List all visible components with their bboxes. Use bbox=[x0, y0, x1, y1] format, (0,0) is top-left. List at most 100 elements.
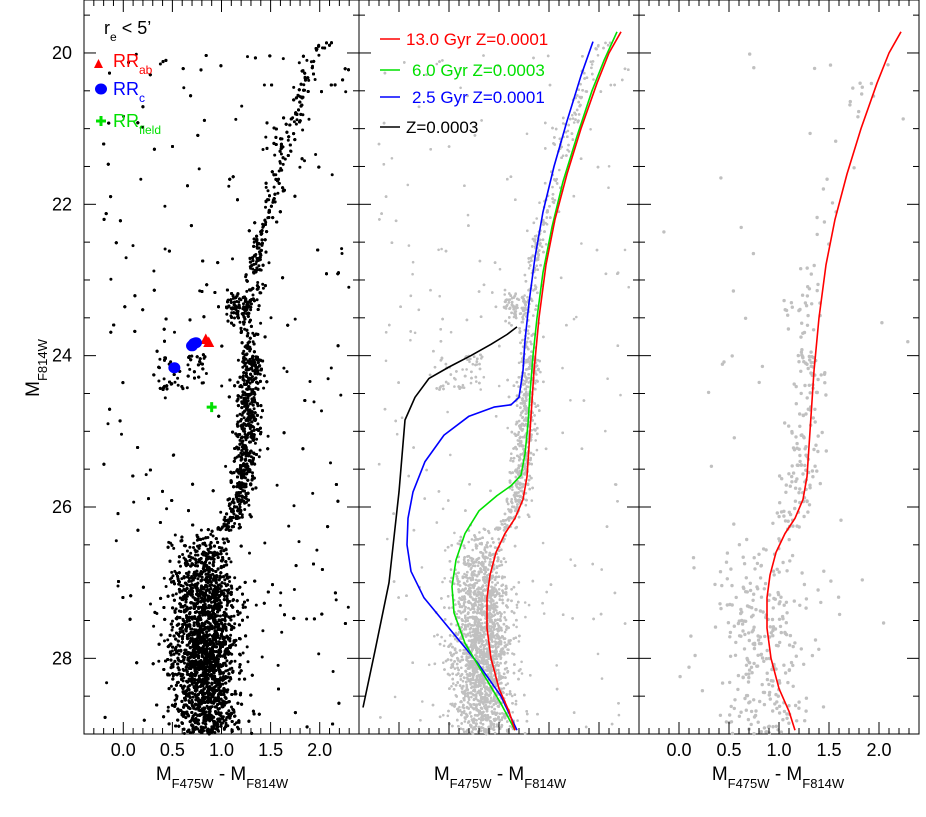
star-point bbox=[199, 528, 203, 532]
star-point bbox=[225, 659, 229, 663]
star-point bbox=[186, 363, 190, 367]
star-point bbox=[237, 522, 241, 526]
star-point bbox=[171, 574, 175, 578]
star-point bbox=[231, 257, 234, 261]
star-point bbox=[241, 393, 245, 397]
star-point bbox=[171, 619, 174, 623]
star-point bbox=[207, 689, 211, 693]
star-point bbox=[196, 577, 200, 581]
panel-middle-frame bbox=[358, 0, 640, 735]
star-point bbox=[297, 540, 301, 544]
star-point bbox=[242, 416, 246, 420]
star-point bbox=[120, 432, 123, 436]
star-point bbox=[219, 549, 223, 553]
star-point bbox=[228, 599, 232, 603]
star-point bbox=[214, 580, 218, 584]
star-point bbox=[307, 78, 311, 82]
star-point bbox=[166, 638, 170, 642]
star-point bbox=[305, 617, 309, 621]
star-point bbox=[251, 293, 255, 297]
star-point bbox=[259, 321, 263, 325]
star-point bbox=[158, 357, 162, 361]
star-point bbox=[131, 244, 135, 248]
star-point bbox=[116, 584, 120, 588]
star-point bbox=[298, 165, 302, 169]
star-point bbox=[248, 402, 252, 406]
star-point bbox=[243, 605, 247, 609]
star-point bbox=[234, 117, 238, 121]
star-point bbox=[241, 603, 245, 607]
star-point bbox=[261, 282, 265, 286]
star-point bbox=[261, 222, 265, 226]
star-point bbox=[170, 576, 174, 580]
star-point bbox=[233, 622, 237, 626]
star-point bbox=[262, 83, 266, 87]
star-point bbox=[223, 588, 227, 592]
star-point bbox=[223, 515, 227, 519]
star-point bbox=[330, 173, 334, 177]
star-point bbox=[122, 114, 125, 118]
star-point bbox=[144, 473, 148, 477]
star-point bbox=[279, 591, 283, 595]
star-point bbox=[254, 603, 258, 607]
star-point bbox=[223, 578, 227, 582]
star-point bbox=[228, 507, 232, 510]
star-point bbox=[317, 652, 321, 656]
star-point bbox=[263, 541, 267, 545]
star-point bbox=[227, 679, 231, 683]
star-point bbox=[177, 652, 181, 656]
star-point bbox=[246, 615, 249, 619]
star-point bbox=[278, 161, 282, 165]
star-point bbox=[287, 524, 291, 528]
star-point bbox=[295, 118, 299, 122]
star-point bbox=[183, 661, 186, 665]
star-point bbox=[317, 53, 321, 57]
star-point bbox=[176, 376, 180, 380]
star-point bbox=[245, 289, 249, 293]
star-point bbox=[241, 651, 245, 655]
star-point bbox=[132, 500, 136, 504]
star-point bbox=[213, 731, 217, 734]
star-point bbox=[204, 372, 208, 375]
star-point bbox=[311, 491, 315, 495]
star-point bbox=[208, 561, 212, 565]
star-point bbox=[279, 168, 283, 172]
star-point bbox=[220, 384, 224, 388]
star-point bbox=[302, 83, 306, 87]
star-point bbox=[273, 153, 277, 157]
star-point bbox=[190, 633, 194, 637]
star-point bbox=[209, 532, 213, 536]
star-point bbox=[276, 191, 280, 195]
star-point bbox=[261, 148, 265, 151]
star-point bbox=[313, 78, 317, 81]
star-point bbox=[246, 660, 250, 664]
star-point bbox=[246, 55, 249, 59]
star-point bbox=[191, 695, 195, 699]
left-field-stars bbox=[102, 41, 351, 736]
star-point bbox=[175, 697, 179, 701]
star-point bbox=[203, 622, 207, 626]
star-point bbox=[198, 289, 202, 293]
star-point bbox=[246, 331, 250, 335]
star-point bbox=[240, 104, 244, 108]
star-point bbox=[180, 577, 184, 581]
star-point bbox=[303, 159, 306, 163]
star-point bbox=[171, 625, 175, 629]
star-point bbox=[224, 669, 228, 673]
star-point bbox=[249, 266, 253, 270]
star-point bbox=[257, 455, 261, 459]
star-point bbox=[227, 184, 231, 188]
star-point bbox=[189, 636, 193, 640]
star-point bbox=[170, 628, 174, 632]
star-point bbox=[267, 261, 271, 265]
star-point bbox=[261, 286, 265, 290]
star-point bbox=[225, 603, 229, 607]
star-point bbox=[172, 546, 176, 550]
star-point bbox=[246, 598, 250, 602]
star-point bbox=[105, 681, 109, 685]
star-point bbox=[242, 302, 245, 306]
star-point bbox=[331, 670, 335, 673]
star-point bbox=[276, 663, 280, 667]
star-point bbox=[266, 434, 270, 438]
star-point bbox=[224, 607, 228, 611]
